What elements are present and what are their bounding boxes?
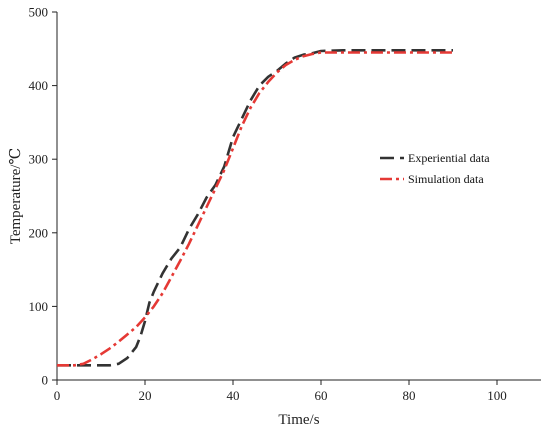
x-tick-label: 60 bbox=[315, 388, 328, 403]
x-axis-title: Time/s bbox=[278, 412, 319, 428]
x-tick-label: 40 bbox=[227, 388, 240, 403]
y-tick-label: 500 bbox=[29, 5, 49, 20]
legend-label-1: Experiential data bbox=[408, 151, 490, 165]
series-line-1 bbox=[57, 49, 453, 367]
y-tick-label: 300 bbox=[29, 152, 49, 167]
series-line-2 bbox=[57, 51, 453, 367]
legend-label-2: Simulation data bbox=[408, 172, 484, 186]
x-tick-label: 20 bbox=[139, 388, 152, 403]
x-tick-label: 0 bbox=[54, 388, 61, 403]
y-tick-label: 200 bbox=[29, 225, 49, 240]
series-layer bbox=[57, 49, 453, 367]
axes: 0 20 40 60 80 100 0 100 200 300 400 500 bbox=[29, 5, 541, 403]
y-axis-title: Temperature/℃ bbox=[8, 148, 24, 245]
x-tick-label: 80 bbox=[403, 388, 416, 403]
legend: Experiential data Simulation data bbox=[380, 151, 490, 186]
y-tick-label: 100 bbox=[29, 299, 49, 314]
y-tick-label: 400 bbox=[29, 78, 49, 93]
y-tick-label: 0 bbox=[42, 373, 49, 388]
x-tick-label: 100 bbox=[487, 388, 507, 403]
